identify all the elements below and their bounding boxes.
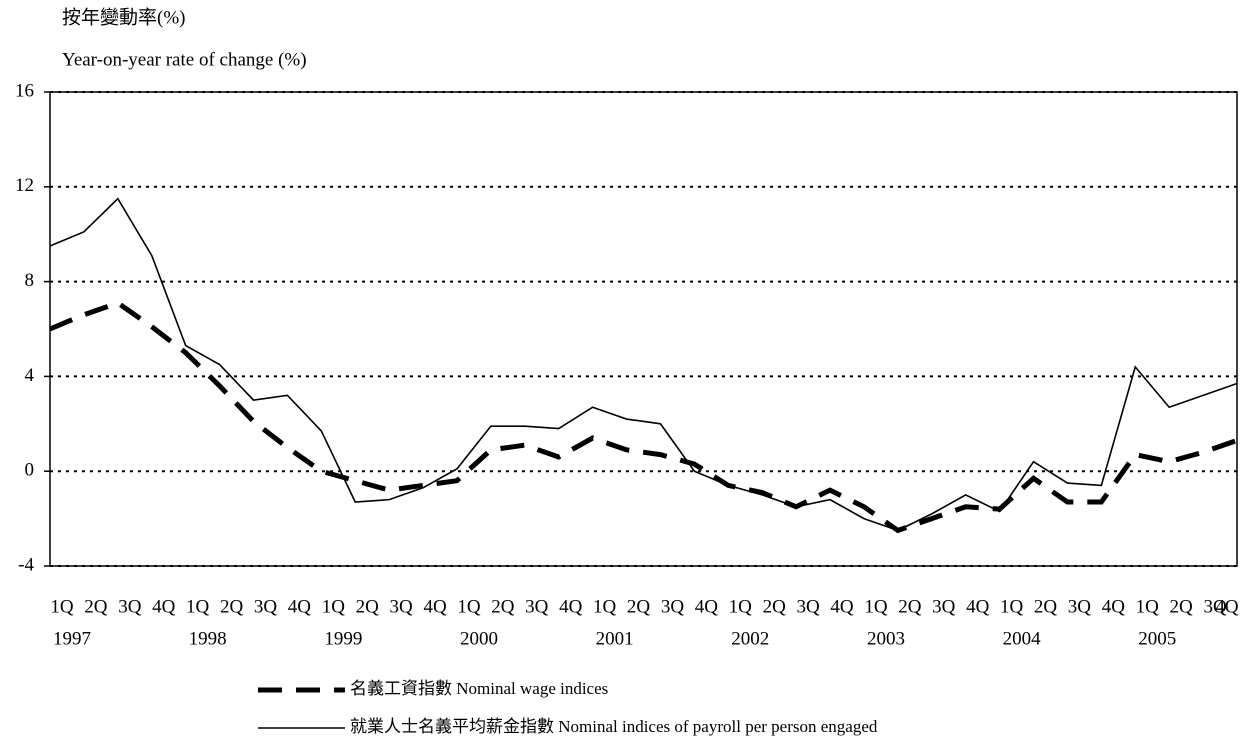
year-label: 1998 [189,628,227,649]
year-label: 1997 [53,628,91,649]
x-tick-label: 4Q [695,596,719,617]
x-tick-label: 4Q [152,596,176,617]
y-tick-label: 12 [15,175,34,196]
series-line [49,300,1238,534]
x-tick-label: 1Q [322,596,346,617]
legend-label: 就業人士名義平均薪金指數 Nominal indices of payroll … [350,717,878,736]
x-tick-label: 4Q [1215,596,1239,617]
series-line [49,197,1238,532]
x-tick-label: 1Q [186,596,210,617]
y-tick-label: 0 [25,460,35,481]
x-tick-label: 4Q [1102,596,1126,617]
year-label: 2002 [731,628,769,649]
x-tick-label: 1Q [864,596,888,617]
x-tick-label: 2Q [84,596,108,617]
year-label: 2005 [1138,628,1176,649]
year-label: 2001 [596,628,634,649]
x-tick-label: 2Q [220,596,244,617]
y-axis-label-zh: 按年變動率(%) [62,6,185,28]
x-tick-label: 4Q [423,596,447,617]
x-tick-label: 2Q [491,596,515,617]
y-axis-label: Year-on-year rate of change (%) [62,49,307,70]
x-tick-label: 2Q [763,596,787,617]
legend-label: 名義工資指數 Nominal wage indices [350,679,608,698]
x-tick-label: 3Q [118,596,142,617]
x-tick-label: 1Q [729,596,753,617]
x-tick-label: 2Q [1170,596,1194,617]
x-tick-label: 3Q [661,596,685,617]
year-label: 2000 [460,628,498,649]
year-label: 2003 [867,628,905,649]
x-tick-label: 3Q [796,596,820,617]
x-tick-label: 3Q [1068,596,1092,617]
x-tick-label: 1Q [1136,596,1160,617]
y-tick-label: -4 [18,554,34,575]
x-tick-label: 2Q [356,596,380,617]
x-tick-label: 2Q [627,596,651,617]
x-tick-label: 2Q [1034,596,1058,617]
x-tick-label: 4Q [830,596,854,617]
x-tick-label: 3Q [1203,596,1227,617]
x-tick-label: 1Q [50,596,74,617]
x-tick-label: 2Q [898,596,922,617]
x-tick-label: 3Q [932,596,956,617]
y-tick-label: 16 [15,80,34,101]
x-tick-label: 1Q [457,596,481,617]
year-label: 2004 [1003,628,1042,649]
x-tick-label: 1Q [1000,596,1024,617]
year-label: 1999 [324,628,362,649]
x-tick-label: 4Q [966,596,990,617]
x-tick-label: 3Q [525,596,549,617]
x-tick-label: 4Q [559,596,583,617]
x-tick-label: 1Q [593,596,617,617]
y-tick-label: 8 [25,270,35,291]
x-tick-label: 3Q [390,596,414,617]
y-tick-label: 4 [25,365,35,386]
x-tick-label: 4Q [288,596,312,617]
x-tick-label: 3Q [254,596,278,617]
